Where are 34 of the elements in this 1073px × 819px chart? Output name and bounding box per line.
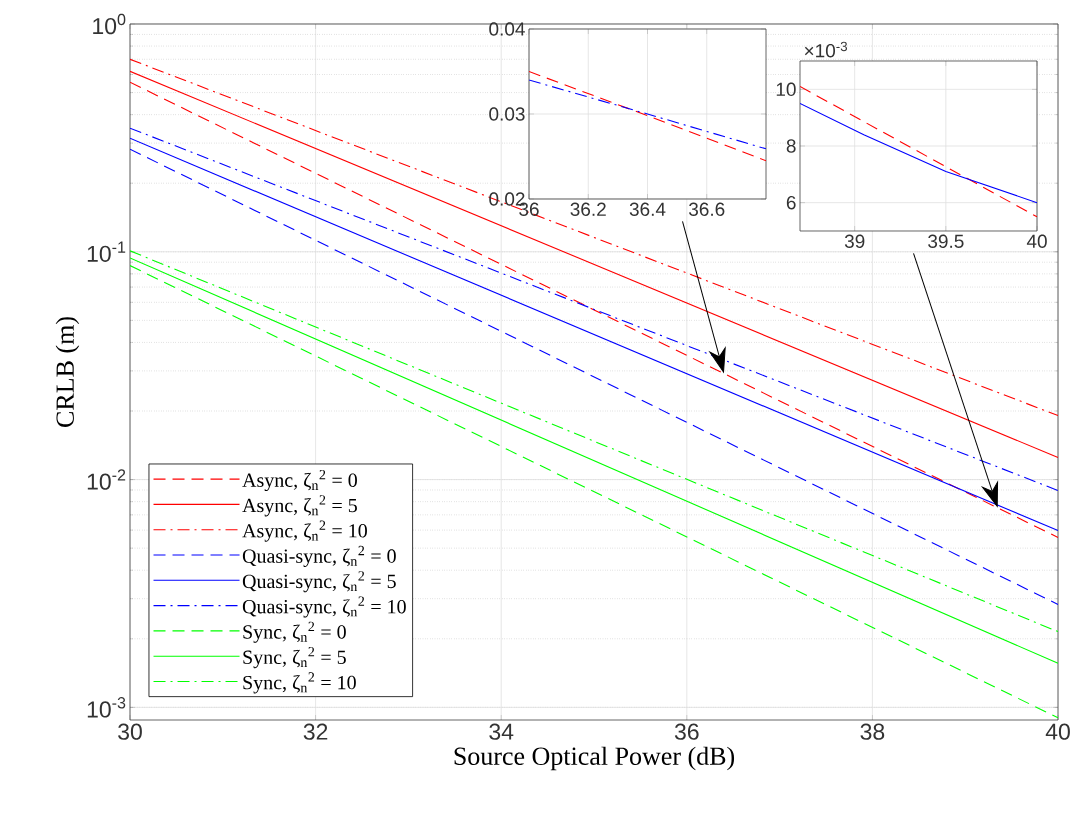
legend-label: Async, ζ$_{n}$$^{2}$ = 10 bbox=[242, 520, 367, 542]
legend-label: Sync, ζ$_{n}$$^{2}$ = 0 bbox=[243, 621, 346, 643]
x-tick-label: 36.6 bbox=[688, 202, 725, 216]
y-axis-title: CRLB (m) bbox=[55, 317, 80, 427]
legend-label: Quasi-sync, ζ$_{n}$$^{2}$ = 5 bbox=[242, 571, 396, 593]
legend-label: Quasi-sync, ζ$_{n}$$^{2}$ = 10 bbox=[242, 596, 406, 618]
y-tick-label: 0.04 bbox=[489, 22, 525, 36]
x-tick-label: 34 bbox=[489, 723, 514, 740]
y-tick-label: 10$^{0}$ bbox=[93, 13, 126, 35]
x-tick-label: 36.2 bbox=[570, 202, 606, 216]
line-series bbox=[800, 102, 1038, 204]
x-tick-label: 36 bbox=[674, 723, 699, 740]
x-axis-title: Source Optical Power (dB) bbox=[454, 746, 735, 771]
x-tick-label: 39 bbox=[844, 234, 865, 248]
legend-label: Async, ζ$_{n}$$^{2}$ = 5 bbox=[242, 495, 357, 517]
legend-label: Async, ζ$_{n}$$^{2}$ = 0 bbox=[242, 469, 357, 492]
x-tick-label: 32 bbox=[303, 723, 328, 740]
y-tick-label: 10$^{-3}$ bbox=[87, 697, 126, 718]
y-tick-label: 6 bbox=[786, 195, 796, 210]
x-tick-label: 38 bbox=[860, 723, 885, 740]
x-tick-label: 30 bbox=[118, 723, 142, 740]
annotation: ×10$^{-3}$ bbox=[804, 41, 848, 58]
y-tick-label: 0.03 bbox=[489, 107, 525, 121]
x-tick-label: 40 bbox=[1045, 723, 1070, 740]
y-tick-label: 8 bbox=[786, 139, 796, 153]
legend-label: Quasi-sync, ζ$_{n}$$^{2}$ = 0 bbox=[242, 545, 396, 567]
y-tick-label: 10$^{-1}$ bbox=[87, 241, 126, 262]
legend-label: Sync, ζ$_{n}$$^{2}$ = 5 bbox=[243, 647, 346, 669]
y-tick-label: 10$^{-2}$ bbox=[87, 469, 126, 490]
x-tick-label: 36.4 bbox=[629, 202, 666, 216]
y-tick-label: 10 bbox=[776, 82, 796, 97]
x-tick-label: 39.5 bbox=[928, 234, 964, 248]
x-tick-label: 40 bbox=[1026, 234, 1047, 248]
legend-label: Sync, ζ$_{n}$$^{2}$ = 10 bbox=[243, 672, 356, 694]
